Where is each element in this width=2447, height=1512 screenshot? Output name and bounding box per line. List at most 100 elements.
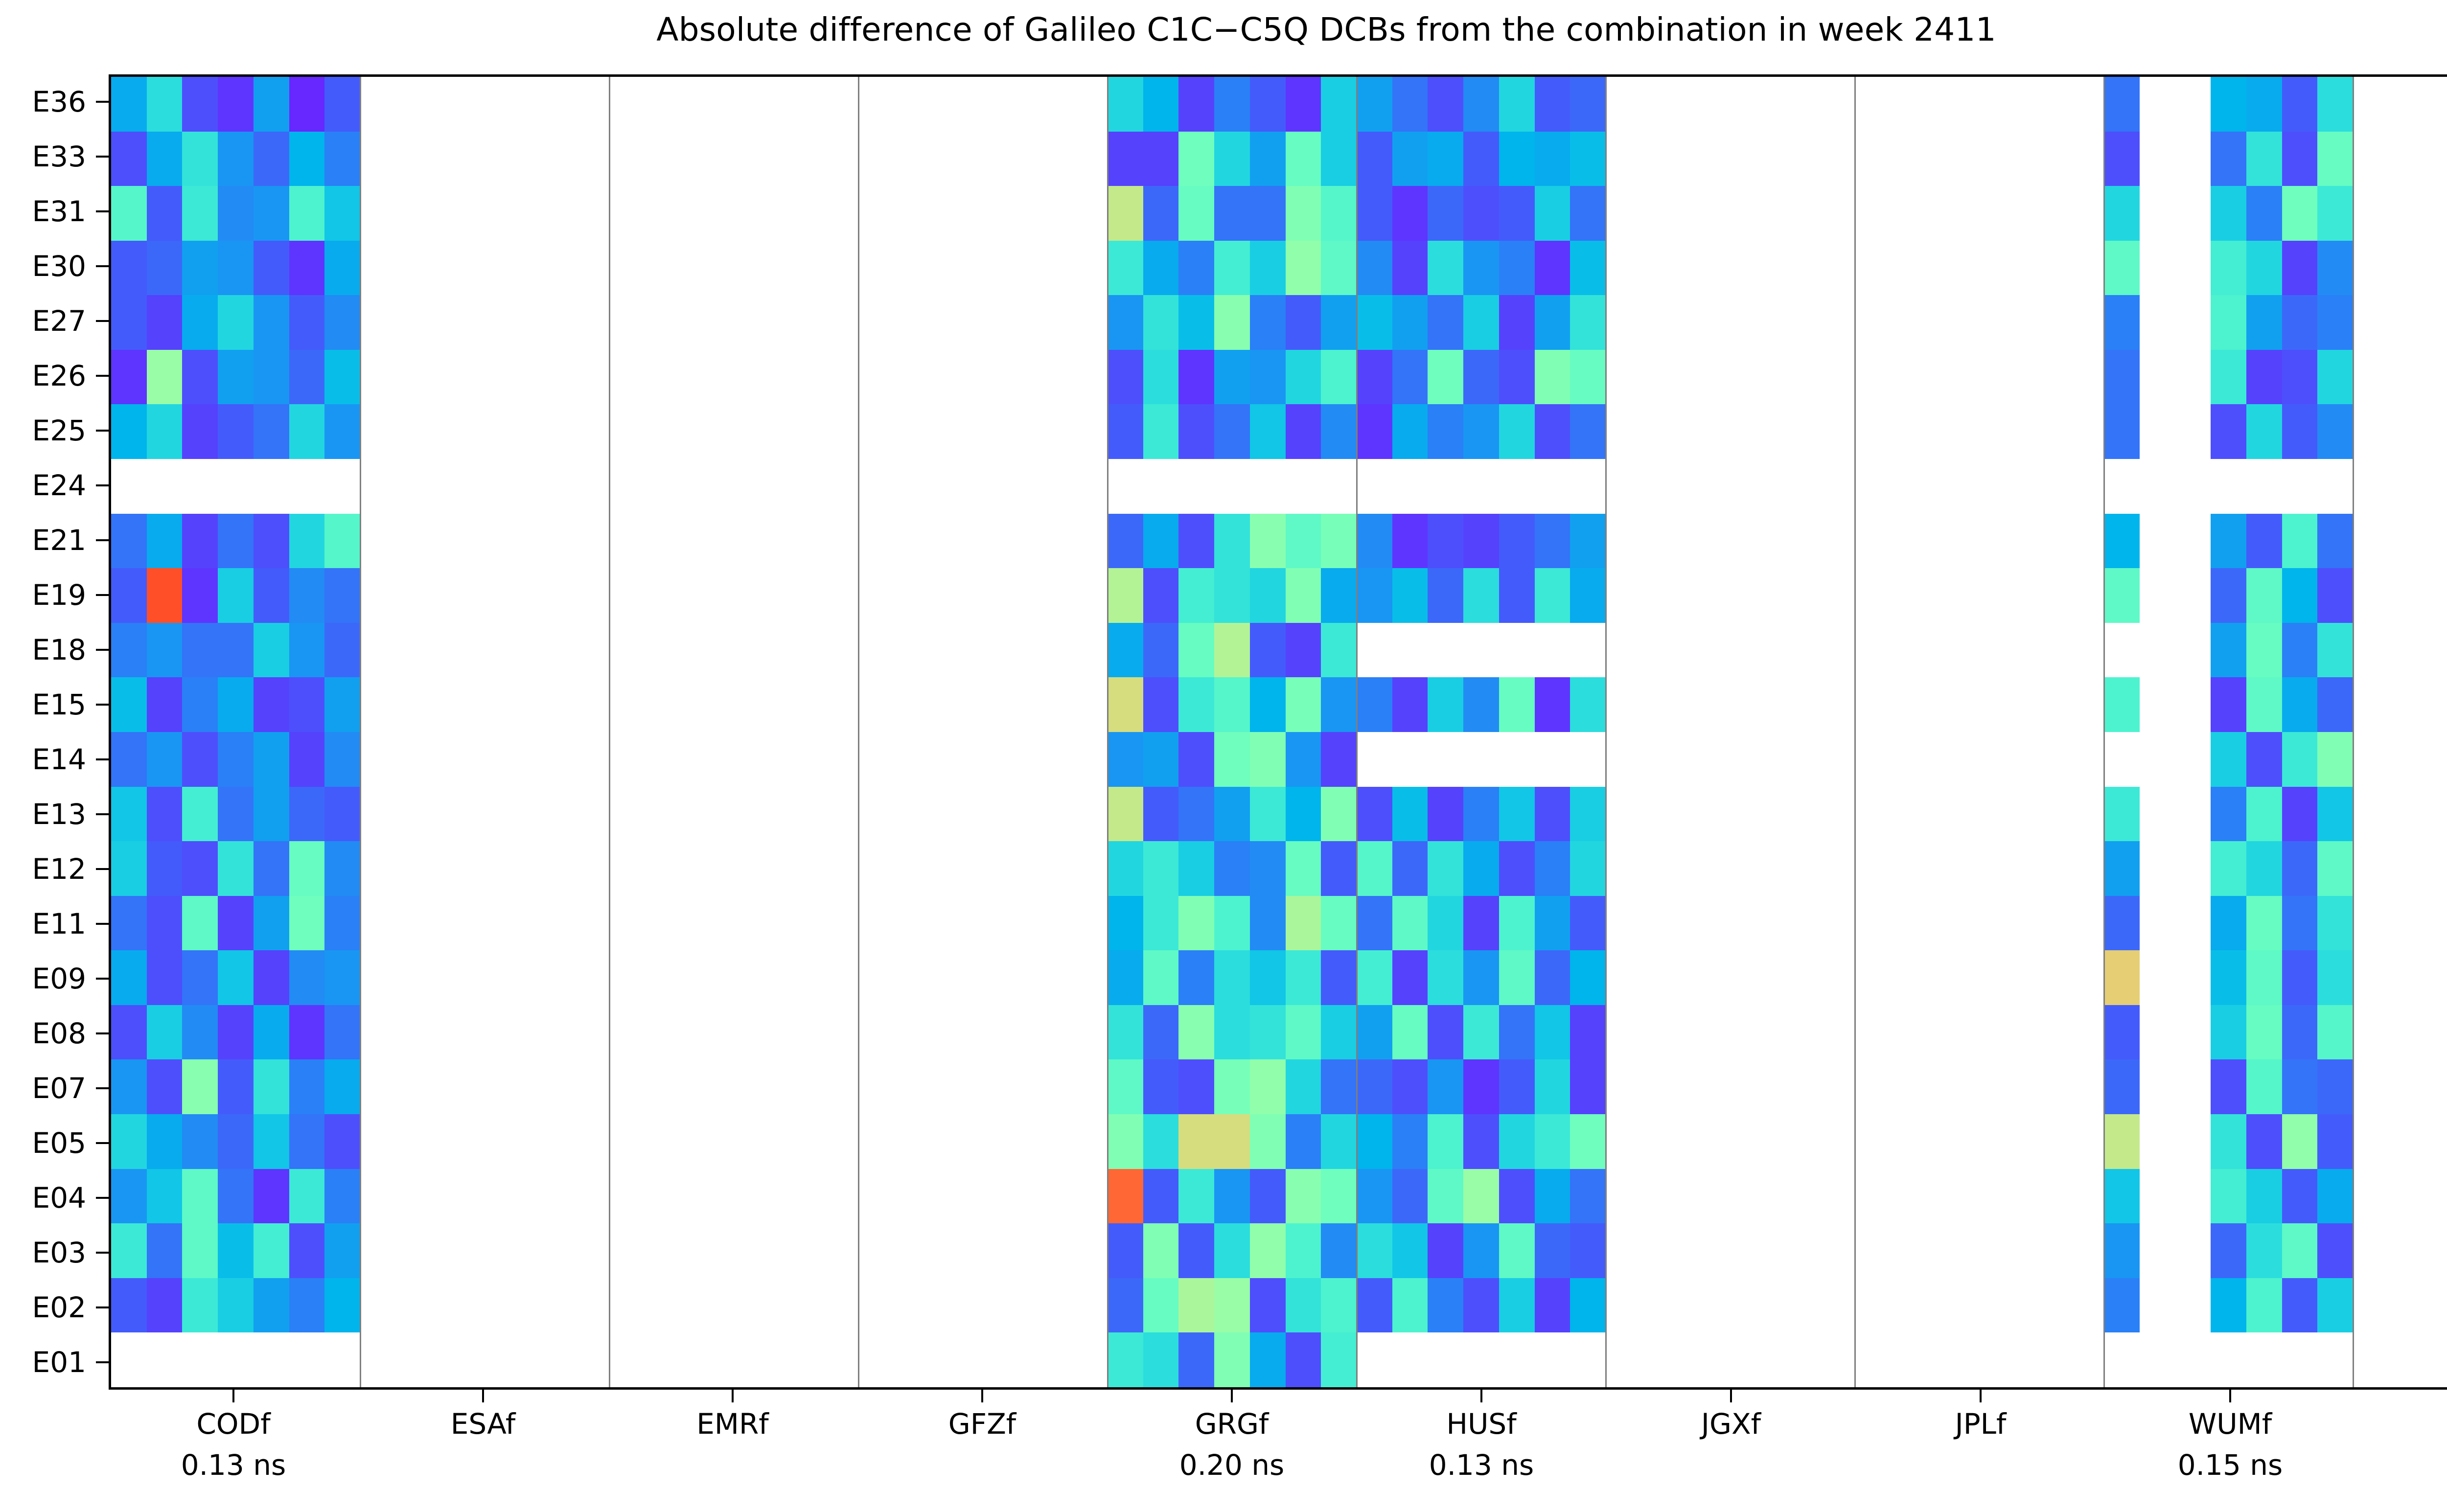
- heatmap-cell: [1962, 350, 1997, 405]
- heatmap-cell: [1962, 623, 1997, 678]
- heatmap-cell: [645, 732, 681, 787]
- heatmap-cell: [680, 623, 716, 678]
- heatmap-cell: [324, 1059, 360, 1114]
- heatmap-block-igsf[interactable]: [2353, 77, 2447, 1387]
- heatmap-cell: [1855, 1114, 1891, 1169]
- heatmap-cell: [396, 787, 432, 842]
- heatmap-cell: [680, 404, 716, 459]
- heatmap-cell: [574, 295, 609, 350]
- heatmap-block-gfzf[interactable]: [858, 77, 1108, 1387]
- heatmap-cell: [111, 622, 147, 678]
- heatmap-block-jgxf[interactable]: [1606, 77, 1855, 1387]
- heatmap-cell: [1463, 950, 1499, 1005]
- heatmap-cell: [1677, 623, 1712, 678]
- heatmap-cell: [146, 677, 183, 732]
- heatmap-cell: [574, 732, 609, 787]
- heatmap-block-jplf[interactable]: [1855, 77, 2104, 1387]
- heatmap-cell: [645, 295, 681, 350]
- heatmap-cell: [503, 787, 538, 842]
- heatmap-cell: [1962, 295, 1997, 350]
- heatmap-cell: [574, 896, 609, 951]
- heatmap-cell: [1997, 1114, 2033, 1169]
- heatmap-cell: [1072, 459, 1108, 514]
- heatmap-cell: [1463, 513, 1499, 569]
- heatmap-cell: [787, 1059, 823, 1114]
- heatmap-cell: [111, 1332, 147, 1387]
- heatmap-cell: [2389, 404, 2424, 459]
- heatmap-cell: [645, 1005, 681, 1060]
- heatmap-cell: [1926, 404, 1962, 459]
- heatmap-cell: [467, 459, 503, 514]
- heatmap-cell: [2033, 1223, 2069, 1278]
- heatmap-cell: [218, 77, 254, 132]
- heatmap-day-column: [2033, 77, 2069, 1387]
- heatmap-cell: [111, 1005, 147, 1060]
- heatmap-cell: [396, 1332, 432, 1387]
- heatmap-cell: [858, 241, 894, 296]
- heatmap-cell: [1285, 349, 1321, 405]
- heatmap-cell: [1001, 623, 1037, 678]
- heatmap-cell: [1249, 841, 1286, 896]
- heatmap-cell: [574, 677, 609, 732]
- x-axis-tick: [1730, 1390, 1732, 1402]
- heatmap-cell: [2033, 1332, 2069, 1387]
- y-axis-tick: [96, 868, 109, 870]
- heatmap-cell: [396, 404, 432, 459]
- heatmap-cell: [1748, 295, 1784, 350]
- y-axis-tick: [96, 430, 109, 432]
- x-axis-tick: [1480, 1390, 1482, 1402]
- y-axis-label-e11: E11: [32, 907, 86, 940]
- heatmap-cell: [1534, 1005, 1570, 1060]
- heatmap-cell: [2246, 404, 2282, 459]
- heatmap-day-column: [1641, 77, 1677, 1387]
- heatmap-cell: [2317, 568, 2353, 623]
- heatmap-cell: [396, 732, 432, 787]
- heatmap-block-wumf[interactable]: [2104, 77, 2353, 1387]
- heatmap-cell: [1214, 1059, 1250, 1114]
- heatmap-cell: [823, 1114, 858, 1169]
- heatmap-cell: [538, 787, 574, 842]
- heatmap-cell: [1001, 1005, 1037, 1060]
- heatmap-cell: [2104, 1059, 2140, 1114]
- y-axis-label-e02: E02: [32, 1291, 86, 1324]
- heatmap-cell: [823, 1223, 858, 1278]
- heatmap-cell: [1748, 1223, 1784, 1278]
- heatmap-block-codf[interactable]: [111, 77, 360, 1387]
- heatmap-cell: [1108, 77, 1143, 132]
- heatmap-cell: [396, 1223, 432, 1278]
- heatmap-cell: [1677, 1169, 1712, 1224]
- heatmap-cell: [1570, 77, 1606, 132]
- heatmap-cell: [1428, 786, 1464, 842]
- heatmap-cell: [324, 622, 360, 678]
- heatmap-cell: [2140, 295, 2175, 350]
- heatmap-cell: [1819, 459, 1855, 514]
- heatmap-cell: [1392, 1114, 1428, 1169]
- heatmap-cell: [1926, 950, 1962, 1005]
- heatmap-block-emrf[interactable]: [609, 77, 858, 1387]
- heatmap-cell: [2211, 732, 2246, 787]
- heatmap-cell: [467, 1114, 503, 1169]
- heatmap-cell: [2282, 77, 2318, 132]
- heatmap-cell: [787, 459, 823, 514]
- heatmap-cell: [1072, 677, 1108, 732]
- heatmap-block-esaf[interactable]: [360, 77, 609, 1387]
- heatmap-plot-area[interactable]: [109, 74, 2447, 1390]
- heatmap-cell: [1001, 1059, 1037, 1114]
- heatmap-cell: [1143, 677, 1179, 732]
- heatmap-cell: [2104, 349, 2140, 405]
- heatmap-cell: [360, 1059, 396, 1114]
- heatmap-cell: [503, 77, 538, 132]
- heatmap-cell: [111, 568, 147, 623]
- heatmap-cell: [609, 1278, 645, 1333]
- heatmap-cell: [1819, 295, 1855, 350]
- heatmap-cell: [1891, 350, 1926, 405]
- heatmap-block-husf[interactable]: [1357, 77, 1606, 1387]
- heatmap-cell: [1001, 241, 1037, 296]
- heatmap-cell: [1534, 295, 1570, 350]
- heatmap-cell: [538, 77, 574, 132]
- heatmap-cell: [218, 186, 254, 241]
- heatmap-cell: [2175, 1005, 2211, 1060]
- heatmap-cell: [1392, 841, 1428, 896]
- heatmap-cell: [1357, 459, 1392, 514]
- heatmap-block-grgf[interactable]: [1108, 77, 1357, 1387]
